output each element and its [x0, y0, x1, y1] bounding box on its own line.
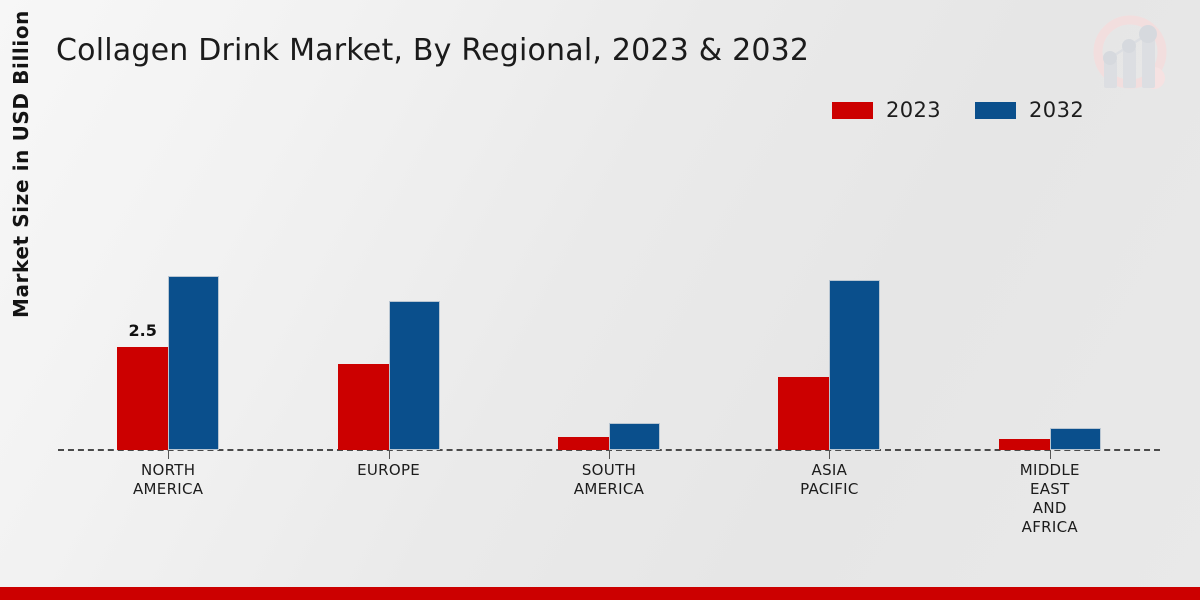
chart-legend: 2023 2032 [832, 100, 1084, 121]
x-axis-tick [829, 450, 831, 459]
x-axis-category-label: NORTH AMERICA [133, 461, 204, 498]
legend-swatch-2032 [975, 102, 1017, 119]
bar-pair [499, 150, 719, 450]
legend-swatch-2023 [832, 102, 873, 119]
footer-accent-bar [0, 587, 1200, 600]
bar-2032-5[interactable] [1049, 428, 1101, 450]
bar-group: EUROPE [278, 0, 498, 600]
legend-label-2032: 2032 [1029, 98, 1085, 122]
bar-group: ASIA PACIFIC [719, 0, 939, 600]
x-axis-tick [608, 450, 610, 459]
bar-group: SOUTH AMERICA [499, 0, 719, 600]
x-axis-tick [388, 450, 390, 459]
legend-label-2023: 2023 [886, 98, 942, 122]
x-axis-category-label: SOUTH AMERICA [573, 461, 645, 498]
x-axis-category-label: ASIA PACIFIC [800, 461, 859, 498]
x-axis-category-label: EUROPE [357, 461, 421, 479]
bar-2032-3[interactable] [608, 423, 660, 450]
bar-pair [719, 150, 939, 450]
bar-2032-2[interactable] [388, 301, 440, 450]
x-axis-tick [1049, 450, 1051, 459]
page-title: Collagen Drink Market, By Regional, 2023… [56, 33, 810, 68]
bar-2032-1[interactable] [168, 276, 220, 450]
bar-pair [940, 150, 1160, 450]
bar-group: MIDDLE EAST AND AFRICA [940, 0, 1160, 600]
legend-item-2032[interactable]: 2032 [975, 100, 1084, 121]
bar-pair: 2.5 [58, 150, 278, 450]
bar-2023-1[interactable]: 2.5 [117, 321, 169, 450]
bar-groups: 2.5 NORTH AMERICA EUROPE SOUTH AMERICA ASIA … [58, 0, 1160, 600]
bar-2023-5[interactable] [998, 439, 1050, 450]
bar-value-label: 2.5 [128, 321, 157, 340]
bar-pair [278, 150, 498, 450]
legend-item-2023[interactable]: 2023 [832, 100, 941, 121]
bar-2023-2[interactable] [337, 364, 389, 450]
bar-2023-4[interactable] [778, 377, 830, 450]
x-axis-tick [168, 450, 170, 459]
bar-2032-4[interactable] [829, 280, 881, 450]
bar-group: 2.5 NORTH AMERICA [58, 0, 278, 600]
bar-2023-3[interactable] [557, 437, 609, 450]
x-axis-category-label: MIDDLE EAST AND AFRICA [1019, 461, 1080, 536]
